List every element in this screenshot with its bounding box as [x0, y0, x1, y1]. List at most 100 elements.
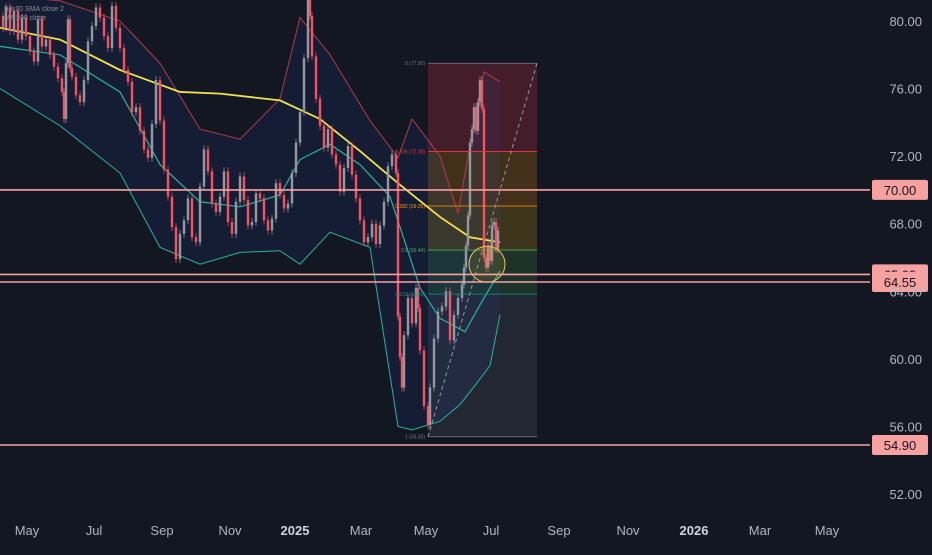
- price-bar: [482, 108, 486, 258]
- fib-zone: [428, 151, 537, 206]
- price-bar: [278, 183, 282, 195]
- price-bar: [346, 146, 350, 168]
- price-bar: [338, 164, 342, 192]
- x-tick-label: Sep: [150, 523, 173, 538]
- price-bar: [298, 112, 302, 143]
- price-bar: [56, 66, 60, 79]
- price-level-value: 54.90: [884, 438, 917, 453]
- x-tick-label: Sep: [547, 523, 570, 538]
- price-bar: [8, 7, 12, 32]
- price-bar: [462, 267, 466, 285]
- price-bar: [86, 41, 90, 81]
- price-bar: [258, 193, 262, 199]
- price-bar: [142, 130, 146, 150]
- fib-trend-line: [427, 63, 538, 437]
- price-bar: [464, 245, 468, 268]
- price-bar: [282, 194, 286, 209]
- price-bar: [456, 298, 460, 315]
- bollinger-lower-line: [0, 88, 501, 431]
- price-bar: [16, 10, 20, 40]
- price-bar: [302, 58, 306, 113]
- price-bar: [370, 223, 374, 238]
- price-bar: [270, 218, 274, 231]
- x-tick-label: May: [815, 523, 840, 538]
- price-bar: [60, 78, 64, 92]
- price-bar: [378, 225, 382, 244]
- price-bar: [206, 149, 210, 172]
- price-bar: [362, 220, 366, 243]
- price-bar: [74, 76, 78, 96]
- price-bar: [110, 5, 114, 49]
- price-bar: [416, 287, 420, 309]
- price-bar: [28, 36, 32, 52]
- indicator-legend[interactable]: BB 20 SMA close 2 MA 200 close: [4, 5, 64, 23]
- price-bar: [466, 215, 470, 246]
- bollinger-upper-line: [45, 0, 501, 214]
- price-bar: [468, 142, 472, 216]
- price-bar: [70, 68, 74, 77]
- price-bar: [122, 48, 126, 70]
- price-bar: [94, 7, 98, 27]
- price-bar: [486, 245, 490, 268]
- price-bar: [234, 201, 238, 234]
- fib-level-label: 0.382 (69.05): [395, 204, 425, 210]
- fib-level-label: 0 (77.50): [405, 61, 425, 67]
- price-bar: [40, 19, 44, 47]
- price-bar: [158, 80, 162, 121]
- price-bar: [202, 149, 206, 187]
- price-bar: [82, 80, 86, 103]
- price-bar: [406, 298, 410, 336]
- price-bar: [398, 316, 402, 358]
- price-bar: [66, 19, 70, 64]
- y-tick-label: 72.00: [889, 149, 922, 164]
- price-bar: [126, 69, 130, 82]
- price-bar: [334, 154, 338, 165]
- price-bar: [90, 26, 94, 42]
- x-tick-label: Mar: [749, 523, 772, 538]
- x-tick-label: Nov: [616, 523, 640, 538]
- price-bar: [358, 198, 362, 221]
- ma-legend: MA 200 close: [4, 15, 47, 22]
- price-bar: [480, 80, 484, 109]
- price-bar: [32, 51, 36, 62]
- price-bar: [266, 220, 270, 231]
- fib-level-label: 0.5 (66.44): [401, 248, 426, 254]
- price-bar: [138, 107, 142, 131]
- price-bar: [170, 196, 174, 228]
- price-bar: [326, 129, 330, 148]
- fib-zone: [428, 205, 537, 251]
- x-tick-label: 2026: [680, 523, 709, 538]
- fib-level-label: 0.618 (63.83): [395, 292, 425, 298]
- y-tick-label: 80.00: [889, 14, 922, 29]
- price-bar: [318, 98, 322, 126]
- price-bar: [106, 36, 110, 49]
- price-bar: [444, 291, 448, 307]
- price-bar: [174, 227, 178, 260]
- price-bar: [448, 291, 452, 341]
- price-bar: [246, 200, 250, 226]
- price-bar: [478, 80, 482, 103]
- price-bar: [308, 0, 312, 16]
- price-level-value: 64.55: [884, 275, 917, 290]
- y-tick-label: 60.00: [889, 352, 922, 367]
- x-tick-label: Mar: [350, 523, 373, 538]
- price-bar: [418, 308, 422, 351]
- price-bar: [428, 387, 432, 425]
- price-bar: [374, 223, 378, 244]
- price-bar: [186, 198, 190, 221]
- bollinger-band-fill: [0, 0, 500, 430]
- price-bar: [242, 176, 246, 201]
- price-bar: [1, 15, 5, 28]
- price-bar: [190, 198, 194, 238]
- price-bar: [64, 63, 68, 119]
- price-bar: [474, 107, 478, 131]
- price-bar: [294, 142, 298, 174]
- price-bar: [12, 10, 16, 32]
- x-tick-label: May: [414, 523, 439, 538]
- price-bar: [130, 81, 134, 113]
- price-bar: [52, 54, 56, 67]
- price-bar: [330, 129, 334, 155]
- price-bar: [44, 39, 48, 47]
